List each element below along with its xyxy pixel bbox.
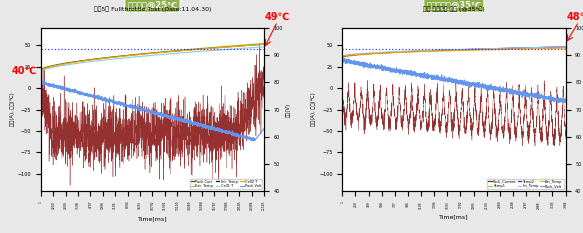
Text: 주행시험@25℃: 주행시험@25℃ (127, 0, 178, 10)
Legend: Pack_Current, Temp1, Temp2, Int_Temp, Ext_Temp, Pack_Volt: Pack_Current, Temp1, Temp2, Int_Temp, Ex… (487, 178, 564, 189)
Text: 49℃: 49℃ (265, 12, 290, 21)
X-axis label: Time[ms]: Time[ms] (138, 216, 167, 221)
Title: 주행 프로파일 시험 (@35℃): 주행 프로파일 시험 (@35℃) (423, 7, 484, 12)
Title: 보급5호 Fullthrottle Test (Date:11.04.30): 보급5호 Fullthrottle Test (Date:11.04.30) (94, 7, 211, 12)
Y-axis label: 전압(V): 전압(V) (286, 103, 291, 116)
Legend: Pack Curr, Ext. Temp., Int. Temp., Cell1 T, Cell2 T, Pack Volt: Pack Curr, Ext. Temp., Int. Temp., Cell1… (189, 178, 262, 189)
Y-axis label: 전류(A), 온도(℃): 전류(A), 온도(℃) (10, 93, 15, 126)
Text: 48℃: 48℃ (566, 12, 583, 21)
X-axis label: Time[ms]: Time[ms] (439, 214, 469, 219)
Text: 시뮬레이션@35℃: 시뮬레이션@35℃ (426, 0, 482, 10)
Y-axis label: 전류(A), 온도(℃): 전류(A), 온도(℃) (311, 93, 316, 126)
Text: 40℃: 40℃ (12, 65, 37, 75)
